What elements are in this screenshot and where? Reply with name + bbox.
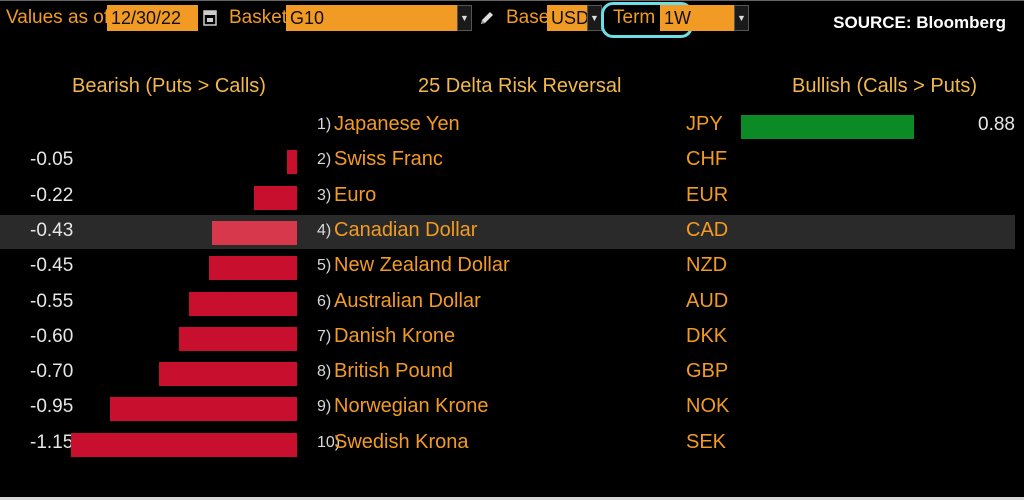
bearish-value: -0.95	[30, 396, 74, 418]
currency-code: CHF	[686, 148, 728, 171]
currency-row-nok[interactable]: -0.95 9) Norwegian Krone NOK	[0, 391, 1015, 425]
bearish-bar	[212, 220, 297, 245]
bearish-header: Bearish (Puts > Calls)	[72, 75, 266, 97]
bearish-bar	[110, 397, 297, 422]
bearish-value: -0.43	[30, 219, 74, 241]
row-rank: 6)	[317, 292, 332, 310]
basket-dropdown-icon[interactable]: ▼	[457, 5, 472, 31]
date-field[interactable]: 12/30/22	[107, 5, 198, 31]
currency-code: EUR	[686, 183, 729, 206]
bearish-value: -0.05	[30, 149, 74, 171]
pencil-icon[interactable]	[478, 9, 496, 27]
bearish-value: -0.70	[30, 361, 74, 383]
currency-code: SEK	[686, 430, 727, 453]
currency-name[interactable]: British Pound	[334, 360, 453, 383]
currency-row-chf[interactable]: -0.05 2) Swiss Franc CHF	[0, 144, 1015, 178]
bullish-value: 0.88	[978, 114, 1015, 135]
row-rank: 9)	[317, 398, 332, 416]
chart-title: 25 Delta Risk Reversal	[418, 75, 622, 97]
currency-code: GBP	[686, 360, 729, 383]
bearish-bar	[159, 362, 297, 387]
bearish-value: -1.15	[30, 431, 74, 453]
basket-label: Basket	[229, 7, 288, 28]
bullish-bar	[741, 115, 914, 139]
currency-name[interactable]: Canadian Dollar	[334, 218, 478, 241]
currency-row-gbp[interactable]: -0.70 8) British Pound GBP	[0, 356, 1015, 390]
calendar-icon[interactable]	[203, 8, 217, 26]
base-dropdown-icon[interactable]: ▼	[587, 5, 602, 31]
values-as-of-label: Values as of	[6, 7, 110, 28]
row-rank: 7)	[317, 327, 332, 345]
row-rank: 8)	[317, 363, 332, 381]
currency-name[interactable]: Swedish Krona	[334, 430, 469, 453]
base-field[interactable]: USD	[547, 5, 589, 31]
term-dropdown-icon[interactable]: ▼	[734, 5, 749, 31]
currency-row-nzd[interactable]: -0.45 5) New Zealand Dollar NZD	[0, 250, 1015, 284]
currency-name[interactable]: Australian Dollar	[334, 289, 481, 312]
bearish-bar	[71, 432, 297, 457]
currency-code: DKK	[686, 324, 728, 347]
currency-name[interactable]: Danish Krone	[334, 324, 456, 347]
bearish-value: -0.22	[30, 184, 74, 206]
currency-code: JPY	[686, 113, 723, 135]
currency-code: NZD	[686, 254, 728, 277]
currency-name[interactable]: Japanese Yen	[334, 113, 460, 135]
currency-code: AUD	[686, 289, 729, 312]
currency-row-jpy[interactable]: 0.88 1) Japanese Yen JPY	[0, 109, 1015, 143]
currency-name[interactable]: Norwegian Krone	[334, 395, 489, 418]
bearish-value: -0.55	[30, 290, 74, 312]
currency-row-sek[interactable]: -1.15 10) Swedish Krona SEK	[0, 427, 1015, 461]
currency-name[interactable]: Euro	[334, 183, 377, 206]
row-rank: 1)	[317, 116, 332, 133]
bearish-bar	[287, 150, 297, 175]
currency-name[interactable]: Swiss Franc	[334, 148, 443, 171]
term-field[interactable]: 1W	[660, 5, 734, 31]
bearish-bar	[188, 291, 297, 316]
currency-name[interactable]: New Zealand Dollar	[334, 254, 510, 277]
row-rank: 3)	[317, 186, 332, 204]
base-label: Base	[506, 7, 550, 28]
row-rank: 4)	[317, 221, 332, 239]
basket-field[interactable]: G10	[286, 5, 458, 31]
bearish-value: -0.45	[30, 255, 74, 277]
source-label: SOURCE: Bloomberg	[833, 13, 1006, 32]
currency-code: CAD	[686, 218, 729, 241]
term-label: Term	[613, 7, 656, 28]
bearish-bar	[179, 326, 297, 351]
currency-code: NOK	[686, 395, 730, 418]
row-rank: 2)	[317, 151, 332, 169]
bearish-bar	[253, 185, 297, 210]
row-rank: 5)	[317, 257, 332, 275]
currency-row-cad[interactable]: -0.43 4) Canadian Dollar CAD	[0, 214, 1015, 249]
currency-row-eur[interactable]: -0.22 3) Euro EUR	[0, 180, 1015, 214]
row-rank: 10)	[317, 433, 341, 451]
bearish-bar	[208, 256, 297, 281]
bearish-value: -0.60	[30, 325, 74, 347]
bullish-header: Bullish (Calls > Puts)	[792, 75, 978, 97]
currency-row-dkk[interactable]: -0.60 7) Danish Krone DKK	[0, 321, 1015, 355]
currency-row-aud[interactable]: -0.55 6) Australian Dollar AUD	[0, 286, 1015, 320]
